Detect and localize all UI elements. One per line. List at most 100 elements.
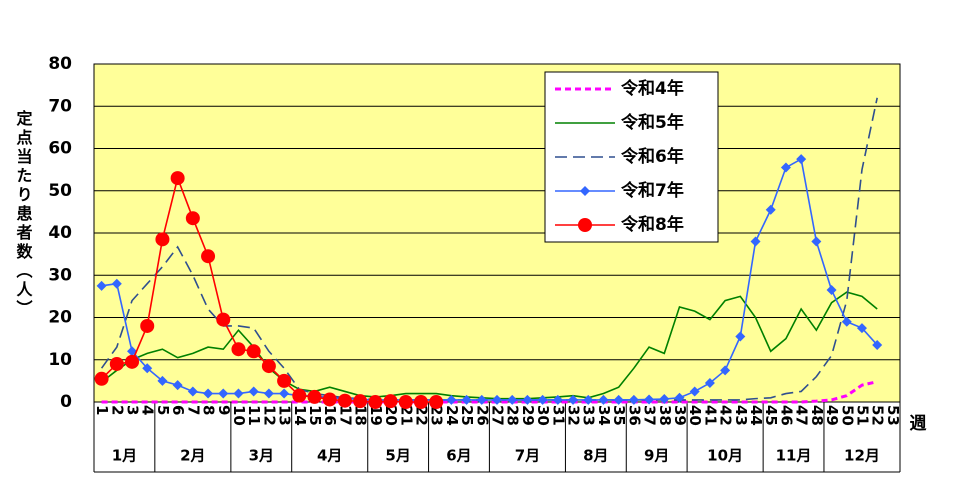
x-tick-label: 28: [504, 405, 522, 426]
data-point: [568, 394, 579, 405]
x-tick-label: 26: [473, 405, 491, 426]
x-tick-label: 5: [154, 405, 172, 415]
data-point: [157, 375, 168, 386]
x-tick-label: 53: [884, 405, 902, 426]
x-tick-label: 36: [625, 405, 643, 426]
x-tick-label: 30: [534, 405, 552, 426]
data-point: [322, 392, 337, 407]
data-point: [613, 394, 624, 405]
data-point: [735, 331, 746, 342]
x-tick-label: 15: [306, 405, 324, 426]
legend-marker: [578, 218, 592, 232]
month-label: 8月: [583, 447, 608, 465]
data-point: [96, 280, 107, 291]
x-tick-label: 14: [291, 405, 309, 426]
series: [101, 291, 878, 400]
data-point: [94, 371, 109, 386]
data-point: [292, 388, 307, 403]
data-point: [170, 171, 185, 186]
data-point: [644, 394, 655, 405]
x-tick-label: 42: [717, 405, 735, 426]
data-point: [841, 316, 852, 327]
x-tick-label: 50: [838, 405, 856, 426]
data-point: [353, 394, 368, 409]
data-point: [826, 285, 837, 296]
y-tick-label: 20: [48, 308, 72, 328]
y-tick-label: 80: [48, 54, 72, 74]
month-label: 2月: [180, 447, 205, 465]
x-tick-label: 43: [732, 405, 750, 426]
x-tick-label: 35: [610, 405, 628, 426]
x-tick-label: 21: [397, 405, 415, 426]
x-tick-label: 34: [595, 405, 613, 426]
data-point: [337, 393, 352, 408]
x-tick-label: 19: [367, 405, 385, 426]
y-axis-title: 定点当たり患者数（人）: [14, 109, 34, 319]
series-line: [101, 157, 878, 401]
legend-label: 令和4年: [621, 78, 684, 99]
legend-label: 令和7年: [621, 180, 684, 201]
x-tick-label: 39: [671, 405, 689, 426]
x-tick-label: 12: [260, 405, 278, 426]
data-point: [704, 377, 715, 388]
data-point: [413, 395, 428, 409]
data-point: [307, 389, 322, 404]
x-tick-label: 52: [869, 405, 887, 426]
x-tick-label: 4: [139, 405, 157, 415]
data-point: [583, 394, 594, 405]
x-tick-label: 45: [762, 405, 780, 426]
x-tick-label: 46: [777, 405, 795, 426]
data-point: [218, 388, 229, 399]
month-label: 3月: [249, 447, 274, 465]
month-label: 1月: [112, 447, 137, 465]
x-tick-label: 44: [747, 405, 765, 426]
x-tick-label: 32: [565, 405, 583, 426]
data-point: [201, 249, 216, 264]
x-tick-label: 1: [93, 405, 111, 415]
data-point: [127, 346, 138, 357]
x-tick-label: 27: [489, 405, 507, 426]
legend-label: 令和6年: [621, 146, 684, 167]
data-point: [429, 395, 444, 409]
data-point: [461, 394, 472, 405]
data-point: [185, 211, 200, 226]
x-tick-label: 37: [641, 405, 659, 426]
x-tick-label: 11: [245, 405, 263, 426]
month-label: 4月: [317, 447, 342, 465]
data-point: [203, 388, 214, 399]
x-axis-unit: 週: [910, 414, 927, 434]
data-point: [140, 318, 155, 333]
data-point: [537, 394, 548, 405]
series-line: [101, 291, 878, 400]
data-point: [811, 236, 822, 247]
x-tick-label: 38: [656, 405, 674, 426]
x-tick-label: 41: [701, 405, 719, 426]
data-point: [476, 394, 487, 405]
data-point: [750, 236, 761, 247]
series: [94, 171, 444, 409]
data-point: [598, 394, 609, 405]
x-tick-label: 2: [108, 405, 126, 415]
month-label: 5月: [385, 447, 410, 465]
data-point: [872, 339, 883, 350]
x-tick-label: 48: [808, 405, 826, 426]
x-tick-label: 8: [200, 405, 218, 415]
data-point: [507, 394, 518, 405]
x-tick-label: 51: [853, 405, 871, 426]
data-point: [263, 388, 274, 399]
y-tick-label: 10: [48, 350, 72, 370]
data-point: [142, 363, 153, 374]
data-point: [796, 154, 807, 165]
x-tick-label: 7: [184, 405, 202, 415]
x-tick-label: 20: [382, 405, 400, 426]
legend-label: 令和8年: [621, 214, 684, 235]
data-point: [492, 394, 502, 405]
data-point: [109, 356, 124, 371]
data-point: [383, 394, 398, 409]
x-tick-label: 40: [686, 405, 704, 426]
month-label: 6月: [446, 447, 471, 465]
x-tick-label: 33: [580, 405, 598, 426]
y-tick-label: 70: [48, 96, 72, 116]
